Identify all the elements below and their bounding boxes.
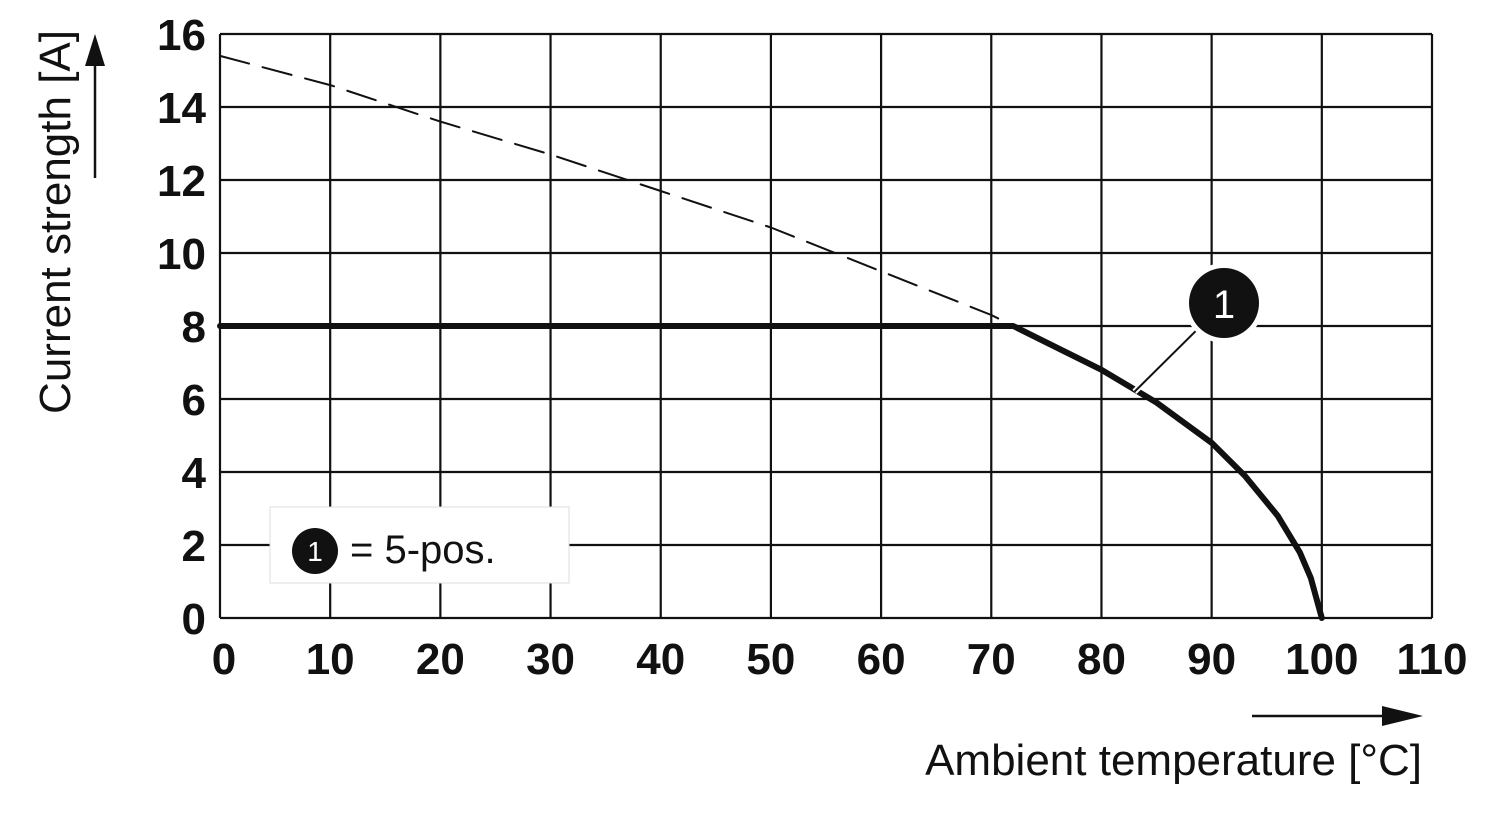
- x-axis-label: Ambient temperature [°C]: [925, 736, 1422, 785]
- legend-text: = 5-pos.: [350, 528, 496, 572]
- x-tick-label-70: 70: [967, 635, 1016, 684]
- callout-circle: [1189, 268, 1259, 338]
- x-tick-label-110: 110: [1397, 635, 1468, 684]
- series-line-dashed: [219, 54, 1015, 327]
- y-tick-label-2: 2: [182, 522, 206, 571]
- x-tick-label-80: 80: [1077, 635, 1126, 684]
- x-tick-label-20: 20: [416, 635, 465, 684]
- y-tick-label-6: 6: [182, 376, 206, 425]
- y-tick-label-10: 10: [157, 230, 206, 279]
- y-tick-label-0: 0: [182, 595, 206, 644]
- x-tick-label-40: 40: [636, 635, 685, 684]
- x-tick-label-100: 100: [1285, 635, 1358, 684]
- legend: 1 = 5-pos.: [269, 506, 570, 584]
- x-axis-arrow-head: [1382, 706, 1423, 726]
- y-tick-label-4: 4: [182, 449, 207, 498]
- series-line-solid: [217, 323, 1325, 621]
- series-layer: [217, 54, 1325, 621]
- x-axis-title-group: Ambient temperature [°C]: [925, 706, 1423, 785]
- series-callout: 1: [1132, 263, 1264, 394]
- callout-leader-line-inner: [1133, 330, 1197, 393]
- x-tick-label-90: 90: [1187, 635, 1236, 684]
- x-tick-label-30: 30: [526, 635, 575, 684]
- y-axis-arrow-head: [85, 34, 105, 66]
- y-axis-label: Current strength [A]: [31, 30, 80, 414]
- legend-marker-circle: [292, 528, 338, 574]
- x-tick-label-10: 10: [306, 635, 355, 684]
- legend-marker-number: 1: [307, 536, 323, 567]
- x-tick-label-0: 0: [212, 635, 236, 684]
- x-tick-label-50: 50: [746, 635, 795, 684]
- x-tick-label-60: 60: [857, 635, 906, 684]
- y-tick-label-14: 14: [157, 84, 206, 133]
- callout-number: 1: [1213, 283, 1235, 327]
- y-tick-label-12: 12: [157, 157, 206, 206]
- x-tick-labels: 0 10 20 30 40 50 60 70 80 90 100 110: [212, 635, 1468, 684]
- y-axis-title-group: Current strength [A]: [31, 30, 105, 414]
- y-tick-label-16: 16: [157, 11, 206, 60]
- y-tick-label-8: 8: [182, 303, 206, 352]
- y-tick-labels: 0 2 4 6 8 10 12 14 16: [157, 11, 206, 644]
